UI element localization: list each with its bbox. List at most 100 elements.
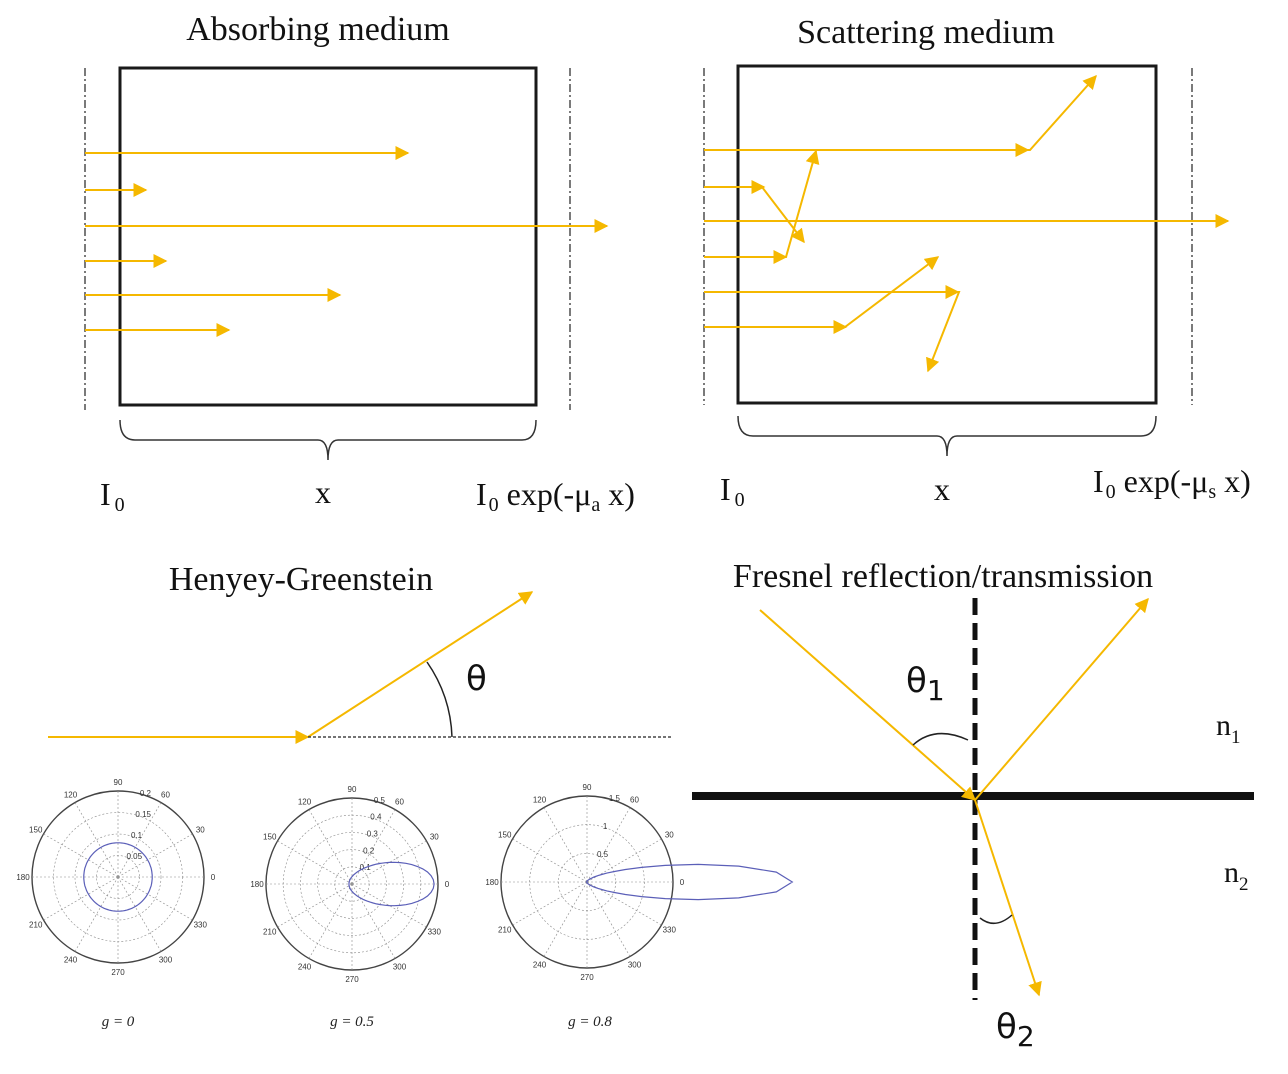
polar-angle-tick: 270 (580, 973, 594, 982)
polar-spoke (277, 883, 353, 928)
polar-angle-tick: 120 (533, 796, 547, 805)
hg-polar-plot: 0 30 60 90 120 150 180 210 240 270 300 330 0.5 1 1.5 g … (485, 783, 794, 1030)
polar-radial-tick: 0.15 (135, 810, 151, 819)
scattering-ray (704, 291, 961, 373)
polar-angle-tick: 60 (630, 796, 639, 805)
fresnel-n2-label: n2 (1224, 856, 1249, 895)
polar-spoke (543, 807, 588, 883)
polar-spoke (308, 883, 353, 959)
absorbing-brace (119, 419, 537, 461)
hg-polar-caption: g = 0 (102, 1014, 135, 1030)
scattering-title: Scattering medium (797, 14, 1055, 51)
fresnel-incidence-arc (912, 732, 969, 746)
hg-polar-caption: g = 0.8 (568, 1014, 612, 1030)
fresnel-theta1-label: θ1 (906, 661, 945, 707)
polar-angle-tick: 150 (498, 831, 512, 840)
polar-radial-tick: 0.5 (597, 850, 609, 859)
absorbing-rays (85, 146, 609, 337)
hg-angle-arc (426, 661, 453, 738)
polar-angle-tick: 30 (196, 826, 205, 835)
polar-radial-tick: 1.5 (609, 794, 621, 803)
polar-radial-tick: 0.2 (140, 789, 152, 798)
fresnel-refraction-arc (979, 914, 1013, 924)
polar-angle-tick: 240 (64, 955, 78, 964)
polar-spoke (512, 881, 588, 926)
scattering-brace (737, 415, 1157, 457)
polar-angle-tick: 150 (29, 826, 43, 835)
polar-ring (317, 849, 387, 919)
polar-angle-tick: 60 (161, 791, 170, 800)
polar-angle-tick: 150 (263, 833, 277, 842)
polar-radial-tick: 0.2 (363, 846, 375, 855)
scattering-label-x: x (934, 471, 950, 507)
polar-spoke (43, 876, 119, 921)
hg-polar-plots: 03060901201501802102402703003300.050.10.… (16, 778, 794, 1030)
scattering-rays (704, 74, 1230, 373)
polar-angle-tick: 180 (485, 878, 499, 887)
polar-angle-tick: 0 (680, 878, 685, 887)
polar-radial-tick: 0.3 (367, 830, 379, 839)
polar-spoke (74, 802, 119, 878)
polar-angle-tick: 330 (663, 926, 677, 935)
polar-angle-tick: 30 (430, 833, 439, 842)
scattering-ray (704, 186, 805, 244)
polar-angle-tick: 0 (445, 880, 450, 889)
hg-panel: Henyey-Greenstein θ 0 30 60 90 120 150 180 210 2… (16, 561, 794, 1030)
polar-spoke (586, 807, 631, 883)
polar-angle-tick: 210 (263, 928, 277, 937)
polar-spoke (117, 876, 193, 921)
polar-angle-tick: 210 (29, 921, 43, 930)
polar-angle-tick: 240 (298, 962, 312, 971)
hg-scattered-ray (307, 591, 534, 738)
hg-phase-curve (83, 842, 153, 912)
polar-angle-tick: 300 (393, 962, 407, 971)
polar-spoke (512, 838, 588, 883)
polar-angle-tick: 120 (298, 798, 312, 807)
polar-angle-tick: 330 (194, 921, 208, 930)
hg-polar-plot: 03060901201501802102402703003300.10.20.3… (250, 785, 449, 1030)
fresnel-reflected-ray (974, 597, 1149, 801)
polar-angle-tick: 300 (628, 960, 642, 969)
hg-polar-plot: 0 30 60 90 120 150 180 210 240 270 300 330 0.05 0.1 0.… (16, 778, 215, 1030)
hg-phase-curve (348, 861, 435, 907)
hg-polar-caption: g = 0.5 (330, 1014, 374, 1030)
fresnel-panel: Fresnel reflection/transmission θ1 θ2 n1… (692, 558, 1254, 1053)
polar-spoke (586, 881, 631, 957)
polar-angle-tick: 30 (665, 831, 674, 840)
polar-angle-tick: 210 (498, 926, 512, 935)
polar-angle-tick: 330 (428, 928, 442, 937)
absorbing-label-x: x (315, 474, 331, 510)
fresnel-title: Fresnel reflection/transmission (733, 558, 1153, 595)
polar-angle-tick: 270 (345, 975, 359, 984)
polar-spoke (308, 809, 353, 885)
polar-radial-tick: 0.05 (126, 852, 142, 861)
polar-angle-tick: 240 (533, 960, 547, 969)
polar-angle-tick: 90 (583, 783, 592, 792)
scattering-box (736, 64, 1158, 405)
polar-angle-tick: 120 (64, 791, 78, 800)
hg-title: Henyey-Greenstein (169, 561, 433, 598)
scattering-ray (704, 74, 1097, 151)
polar-spoke (543, 881, 588, 957)
fresnel-incident-ray (759, 609, 977, 801)
scattering-ray (704, 149, 820, 258)
hg-theta-label: θ (466, 659, 487, 699)
polar-angle-tick: 270 (111, 968, 125, 977)
polar-spoke (277, 840, 353, 885)
polar-angle-tick: 90 (114, 778, 123, 787)
polar-radial-tick: 0.1 (131, 831, 143, 840)
polar-ring (74, 833, 162, 921)
polar-angle-tick: 90 (348, 785, 357, 794)
polar-radial-tick: 0.5 (374, 796, 386, 805)
fresnel-n1-label: n1 (1216, 709, 1241, 748)
fresnel-transmitted-ray (974, 799, 1042, 997)
fresnel-theta2-label: θ2 (996, 1007, 1035, 1053)
polar-angle-tick: 300 (159, 955, 173, 964)
polar-ring (300, 832, 404, 936)
